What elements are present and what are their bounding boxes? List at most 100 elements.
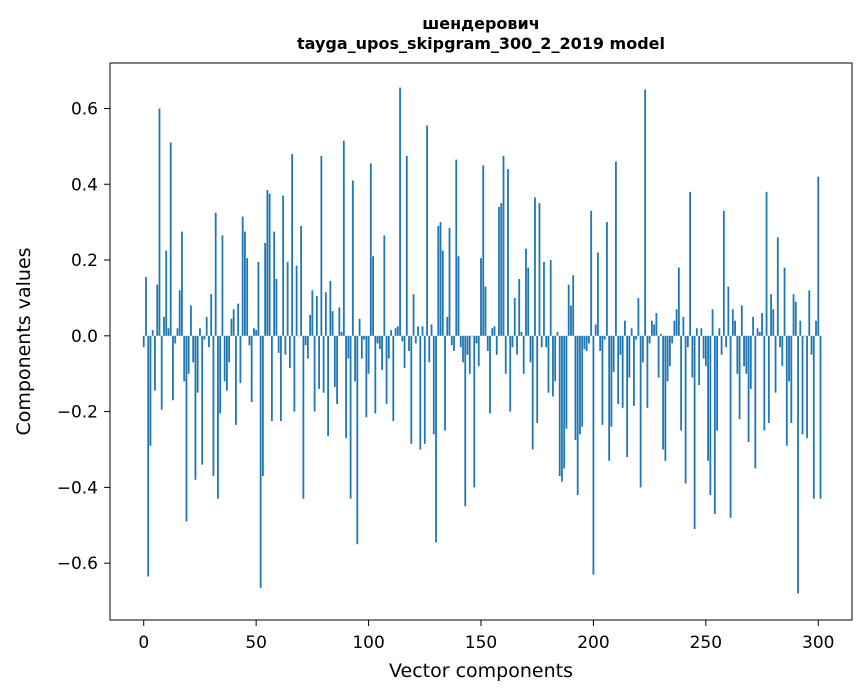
bar bbox=[421, 326, 424, 336]
y-tick-label: 0.6 bbox=[71, 99, 98, 119]
bar bbox=[686, 335, 689, 348]
bar bbox=[815, 320, 817, 336]
bar bbox=[740, 305, 743, 336]
bar bbox=[797, 335, 799, 594]
bar bbox=[500, 203, 503, 336]
bar bbox=[232, 309, 235, 336]
bar bbox=[615, 161, 617, 336]
bar bbox=[201, 335, 204, 465]
y-axis-label: Components values bbox=[13, 247, 35, 435]
bar bbox=[165, 250, 168, 336]
bar bbox=[441, 250, 444, 336]
bar bbox=[743, 335, 745, 367]
bar bbox=[659, 333, 662, 336]
bar bbox=[725, 335, 727, 348]
bar bbox=[644, 89, 647, 336]
bar bbox=[675, 309, 678, 336]
bar bbox=[405, 155, 408, 336]
bar bbox=[158, 108, 161, 336]
plot-frame bbox=[109, 62, 853, 621]
bar bbox=[610, 335, 613, 427]
bar bbox=[700, 328, 703, 336]
bar bbox=[671, 335, 674, 344]
bar bbox=[749, 335, 752, 389]
bar bbox=[579, 335, 581, 435]
bar bbox=[262, 335, 264, 477]
bar bbox=[205, 316, 208, 336]
bar bbox=[241, 216, 244, 336]
bar bbox=[538, 203, 541, 336]
bar bbox=[518, 278, 521, 336]
bar bbox=[410, 335, 413, 444]
bar bbox=[336, 335, 338, 405]
bar bbox=[547, 335, 550, 393]
bar bbox=[253, 328, 255, 336]
bar bbox=[482, 165, 485, 336]
bar bbox=[160, 335, 163, 410]
bar bbox=[187, 335, 190, 374]
x-tick-label: 100 bbox=[352, 633, 384, 653]
bar bbox=[358, 318, 361, 336]
bar bbox=[630, 328, 633, 336]
bar bbox=[785, 335, 788, 446]
bar bbox=[772, 309, 775, 336]
bar bbox=[650, 320, 653, 336]
bar bbox=[315, 296, 318, 336]
y-tick-label: −0.4 bbox=[57, 478, 98, 498]
bar bbox=[435, 335, 437, 543]
bar bbox=[529, 335, 532, 363]
y-tick-label: −0.6 bbox=[57, 554, 98, 574]
bar bbox=[324, 292, 327, 336]
bar bbox=[698, 335, 700, 386]
bar bbox=[581, 335, 584, 427]
bar bbox=[408, 335, 410, 351]
bar bbox=[459, 335, 462, 348]
bar bbox=[169, 142, 172, 336]
bar bbox=[226, 335, 228, 391]
bar bbox=[556, 332, 559, 336]
bar bbox=[520, 332, 523, 336]
bar bbox=[178, 290, 181, 336]
bar bbox=[282, 195, 285, 336]
bar bbox=[475, 335, 478, 344]
bar bbox=[711, 309, 714, 336]
bar bbox=[817, 176, 820, 336]
bar bbox=[466, 335, 469, 355]
bar bbox=[801, 335, 804, 435]
bar bbox=[356, 335, 359, 545]
bar bbox=[808, 290, 811, 336]
bar bbox=[450, 335, 453, 346]
bar bbox=[783, 267, 786, 336]
bar bbox=[428, 335, 431, 363]
bar bbox=[498, 206, 500, 336]
bar bbox=[338, 307, 341, 336]
y-tick-label: −0.2 bbox=[57, 403, 98, 423]
bar bbox=[758, 332, 761, 336]
x-tick-label: 250 bbox=[690, 633, 722, 653]
bar bbox=[513, 297, 516, 336]
bar bbox=[392, 335, 395, 422]
bar bbox=[235, 335, 237, 425]
bar bbox=[480, 258, 482, 336]
bar bbox=[367, 335, 370, 374]
bar bbox=[374, 335, 377, 414]
bar bbox=[572, 275, 575, 336]
bar bbox=[387, 335, 390, 359]
bar bbox=[183, 335, 186, 382]
bar bbox=[468, 335, 471, 374]
x-tick-label: 150 bbox=[465, 633, 497, 653]
bar bbox=[471, 335, 473, 337]
bar bbox=[767, 335, 770, 423]
bar bbox=[185, 335, 188, 522]
bar bbox=[691, 335, 694, 378]
bar bbox=[255, 330, 258, 336]
bar bbox=[214, 212, 217, 336]
bar bbox=[354, 335, 356, 382]
x-tick-label: 0 bbox=[138, 633, 149, 653]
bar bbox=[747, 335, 750, 442]
bar bbox=[417, 326, 419, 336]
bar bbox=[707, 335, 709, 461]
bar bbox=[268, 193, 271, 336]
bar bbox=[318, 335, 321, 389]
